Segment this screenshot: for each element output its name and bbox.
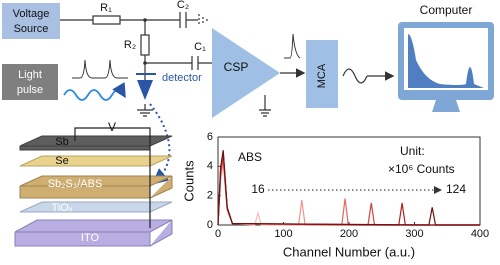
monitor-stand (432, 100, 460, 112)
y-tick-label: 6 (207, 131, 213, 143)
screen-spectrum (408, 34, 484, 88)
layer-label: Sb (55, 136, 68, 148)
y-tick-label: 4 (207, 160, 213, 172)
x-axis-label: Channel Number (a.u.) (283, 244, 415, 259)
label: pulse (17, 84, 43, 96)
mca-box (306, 40, 338, 108)
csp-amplifier (212, 28, 280, 118)
layer-label: Sb₂S₃/ABS (48, 178, 103, 190)
label: V (108, 120, 116, 134)
annotation: ×10⁶ Counts (388, 162, 455, 176)
label: C₂ (177, 0, 189, 11)
pulse-shape (284, 33, 301, 59)
label: CSP (224, 60, 249, 74)
label: Light (18, 69, 42, 81)
light-pulse-box (2, 64, 58, 100)
chart: 0 2 4 6 0 100 200 300 400 Channel Number (a.u.) Co… (181, 131, 489, 260)
label: Computer (420, 3, 473, 17)
label: detector (162, 72, 202, 84)
pulse-shape (72, 59, 128, 79)
detector-diode (137, 80, 153, 100)
x-tick-label: 300 (405, 228, 423, 240)
annotation: Unit: (400, 144, 425, 158)
y-tick-label: 2 (207, 190, 213, 202)
label: C₁ (194, 41, 206, 53)
device-stack (14, 127, 173, 247)
label: MCA (316, 63, 328, 88)
annotation: 16 (251, 182, 265, 196)
label: R₁ (100, 2, 112, 14)
light-wave (63, 82, 126, 101)
dotted-arrow (149, 103, 171, 185)
arrow (342, 69, 392, 83)
label: Voltage (13, 8, 50, 20)
x-tick-label: 200 (340, 228, 358, 240)
x-tick-label: 400 (471, 228, 489, 240)
layer-label: TiOₓ (52, 202, 73, 214)
x-tick-label: 100 (274, 228, 292, 240)
label: Source (14, 23, 49, 35)
voltage-source-box (2, 3, 60, 39)
annotation: 124 (446, 182, 466, 196)
x-tick-label: 0 (215, 228, 221, 240)
annotation: ABS (238, 150, 262, 164)
layer-label: ITO (81, 232, 100, 244)
spectrum-line (217, 150, 480, 226)
y-axis-label: Counts (181, 160, 196, 202)
y-tick-label: 0 (207, 219, 213, 231)
layer-label: Se (55, 155, 68, 167)
label: R₂ (124, 39, 136, 51)
